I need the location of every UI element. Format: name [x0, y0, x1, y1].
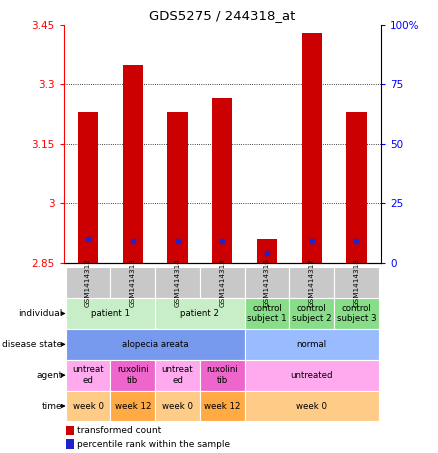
Bar — [167, 112, 187, 263]
Text: GSM1414318: GSM1414318 — [353, 258, 360, 307]
Bar — [66, 267, 110, 298]
Text: control
subject 3: control subject 3 — [337, 304, 376, 323]
Bar — [200, 267, 245, 298]
Bar — [78, 112, 98, 263]
Bar — [66, 425, 74, 435]
Text: GSM1414314: GSM1414314 — [175, 258, 180, 307]
Text: normal: normal — [297, 340, 327, 349]
Bar — [245, 267, 290, 298]
Text: untreat
ed: untreat ed — [72, 366, 104, 385]
Bar — [212, 98, 232, 263]
Bar — [245, 360, 379, 390]
Bar — [334, 267, 379, 298]
Bar — [302, 33, 322, 263]
Text: untreat
ed: untreat ed — [162, 366, 193, 385]
Text: GSM1414315: GSM1414315 — [219, 258, 225, 307]
Text: GSM1414317: GSM1414317 — [309, 258, 315, 307]
Text: disease state: disease state — [2, 340, 63, 349]
Bar — [155, 267, 200, 298]
Bar — [110, 360, 155, 390]
Bar — [123, 65, 143, 263]
Bar — [155, 360, 200, 390]
Text: ruxolini
tib: ruxolini tib — [206, 366, 238, 385]
Text: control
subject 2: control subject 2 — [292, 304, 332, 323]
Bar — [66, 298, 155, 329]
Text: transformed count: transformed count — [77, 426, 161, 435]
Text: GSM1414312: GSM1414312 — [85, 258, 91, 307]
Bar — [290, 298, 334, 329]
Text: percentile rank within the sample: percentile rank within the sample — [77, 440, 230, 448]
Text: week 0: week 0 — [162, 401, 193, 410]
Text: untreated: untreated — [290, 371, 333, 380]
Bar — [334, 298, 379, 329]
Text: agent: agent — [36, 371, 63, 380]
Text: control
subject 1: control subject 1 — [247, 304, 287, 323]
Bar — [245, 329, 379, 360]
Bar — [155, 390, 200, 421]
Bar — [110, 267, 155, 298]
Bar — [290, 267, 334, 298]
Text: week 12: week 12 — [204, 401, 240, 410]
Text: week 0: week 0 — [73, 401, 104, 410]
Bar — [66, 329, 245, 360]
Text: ruxolini
tib: ruxolini tib — [117, 366, 149, 385]
Text: GSM1414313: GSM1414313 — [130, 258, 136, 307]
Bar — [346, 112, 367, 263]
Bar — [200, 390, 245, 421]
Text: week 12: week 12 — [115, 401, 151, 410]
Text: patient 2: patient 2 — [180, 309, 219, 318]
Title: GDS5275 / 244318_at: GDS5275 / 244318_at — [149, 10, 296, 22]
Bar — [66, 360, 110, 390]
Bar — [257, 239, 277, 263]
Bar — [245, 298, 290, 329]
Text: individual: individual — [18, 309, 63, 318]
Bar — [155, 298, 245, 329]
Text: GSM1414316: GSM1414316 — [264, 258, 270, 307]
Bar — [200, 360, 245, 390]
Bar — [245, 390, 379, 421]
Bar — [66, 390, 110, 421]
Text: alopecia areata: alopecia areata — [122, 340, 188, 349]
Bar — [110, 390, 155, 421]
Bar — [66, 439, 74, 449]
Text: patient 1: patient 1 — [91, 309, 130, 318]
Text: week 0: week 0 — [296, 401, 327, 410]
Text: time: time — [42, 401, 63, 410]
